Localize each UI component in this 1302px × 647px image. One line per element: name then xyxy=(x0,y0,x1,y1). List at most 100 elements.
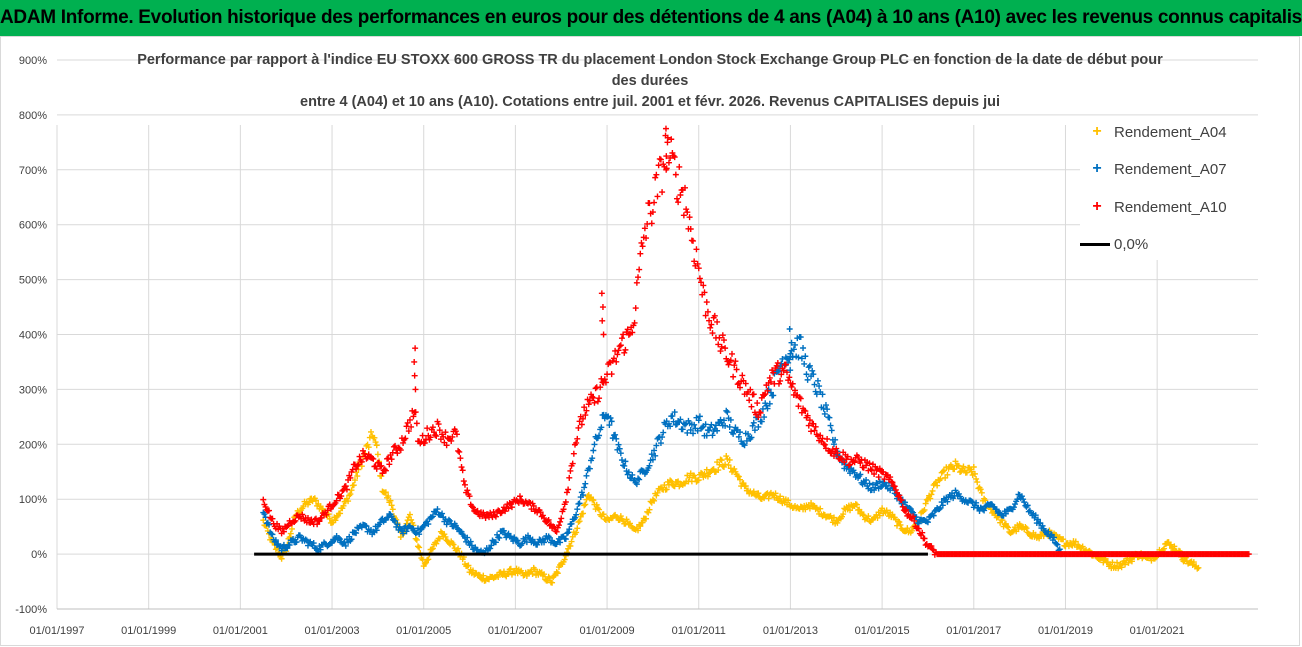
point-rendement-a07 xyxy=(467,538,474,545)
point-rendement-a04 xyxy=(287,530,294,537)
point-rendement-a10 xyxy=(456,448,463,455)
point-rendement-a10 xyxy=(731,362,738,369)
point-rendement-a07 xyxy=(797,334,804,341)
point-rendement-a04 xyxy=(442,533,449,540)
point-rendement-a07 xyxy=(377,519,384,526)
point-rendement-a10 xyxy=(323,511,330,518)
point-rendement-a07 xyxy=(580,492,587,499)
point-rendement-a04 xyxy=(554,570,561,577)
point-rendement-a07 xyxy=(618,457,625,464)
point-rendement-a07 xyxy=(876,478,883,485)
point-rendement-a10 xyxy=(723,355,730,362)
point-rendement-a10 xyxy=(682,184,689,191)
point-rendement-a10 xyxy=(459,467,466,474)
point-rendement-a07 xyxy=(802,353,809,360)
point-rendement-a10 xyxy=(719,332,726,339)
point-rendement-a04 xyxy=(397,534,404,541)
point-rendement-a10 xyxy=(394,450,401,457)
point-rendement-a07 xyxy=(582,480,589,487)
point-rendement-a04 xyxy=(922,500,929,507)
point-rendement-a10 xyxy=(655,162,662,169)
point-rendement-a10 xyxy=(431,429,438,436)
point-rendement-a04 xyxy=(934,482,941,489)
point-rendement-a10 xyxy=(373,465,380,472)
x-tick-label: 01/01/1999 xyxy=(121,625,176,637)
point-rendement-a07 xyxy=(421,522,428,529)
x-tick-label: 01/01/2005 xyxy=(396,625,451,637)
chart-area xyxy=(0,36,1300,646)
point-rendement-a10 xyxy=(911,517,918,524)
point-rendement-a10 xyxy=(390,443,397,450)
point-rendement-a10 xyxy=(553,528,560,535)
x-tick-label: 01/01/2019 xyxy=(1038,625,1093,637)
point-rendement-a04 xyxy=(429,545,436,552)
point-rendement-a04 xyxy=(772,490,779,497)
point-rendement-a07 xyxy=(1018,493,1025,500)
point-rendement-a10 xyxy=(610,355,617,362)
point-rendement-a04 xyxy=(817,505,824,512)
point-rendement-a10 xyxy=(585,401,592,408)
point-rendement-a07 xyxy=(703,432,710,439)
point-rendement-a10 xyxy=(353,465,360,472)
point-rendement-a10 xyxy=(567,467,574,474)
point-rendement-a07 xyxy=(636,476,643,483)
point-rendement-a04 xyxy=(617,513,624,520)
point-rendement-a04 xyxy=(374,451,381,458)
point-rendement-a10 xyxy=(614,351,621,358)
point-rendement-a10 xyxy=(592,385,599,392)
point-rendement-a10 xyxy=(730,373,737,380)
point-rendement-a10 xyxy=(443,442,450,449)
point-rendement-a10 xyxy=(732,358,739,365)
point-rendement-a10 xyxy=(727,357,734,364)
point-rendement-a07 xyxy=(625,469,632,476)
point-rendement-a10 xyxy=(557,518,564,525)
point-rendement-a10 xyxy=(910,513,917,520)
point-rendement-a10 xyxy=(792,387,799,394)
point-rendement-a10 xyxy=(632,305,639,312)
point-rendement-a10 xyxy=(657,156,664,163)
point-rendement-a10 xyxy=(565,486,572,493)
point-rendement-a10 xyxy=(402,435,409,442)
point-rendement-a10 xyxy=(562,498,569,505)
point-rendement-a07 xyxy=(938,499,945,506)
point-rendement-a04 xyxy=(576,518,583,525)
point-rendement-a10 xyxy=(892,486,899,493)
point-rendement-a10 xyxy=(356,453,363,460)
point-rendement-a10 xyxy=(578,421,585,428)
point-rendement-a04 xyxy=(441,531,448,538)
point-rendement-a07 xyxy=(1014,496,1021,503)
point-rendement-a10 xyxy=(902,507,909,514)
point-rendement-a10 xyxy=(482,514,489,521)
point-rendement-a10 xyxy=(651,199,658,206)
point-rendement-a10 xyxy=(537,509,544,516)
point-rendement-a04 xyxy=(382,489,389,496)
point-rendement-a10 xyxy=(895,493,902,500)
point-rendement-a04 xyxy=(928,491,935,498)
point-rendement-a10 xyxy=(867,466,874,473)
point-rendement-a07 xyxy=(790,346,797,353)
point-rendement-a10 xyxy=(722,345,729,352)
point-rendement-a10 xyxy=(424,425,431,432)
point-rendement-a10 xyxy=(435,421,442,428)
point-rendement-a04 xyxy=(944,471,951,478)
point-rendement-a04 xyxy=(272,546,279,553)
point-rendement-a07 xyxy=(669,412,676,419)
point-rendement-a07 xyxy=(806,362,813,369)
point-rendement-a07 xyxy=(936,506,943,513)
point-rendement-a10 xyxy=(464,487,471,494)
point-rendement-a10 xyxy=(717,348,724,355)
point-rendement-a07 xyxy=(694,427,701,434)
point-rendement-a10 xyxy=(850,458,857,465)
point-rendement-a10 xyxy=(469,504,476,511)
point-rendement-a04 xyxy=(942,474,949,481)
point-rendement-a10 xyxy=(338,493,345,500)
plus-marker-icon: + xyxy=(1092,123,1102,140)
point-rendement-a10 xyxy=(648,220,655,227)
point-rendement-a10 xyxy=(324,507,331,514)
chart-title: Performance par rapport à l'indice EU ST… xyxy=(120,50,1180,113)
x-tick-label: 01/01/2013 xyxy=(763,625,818,637)
point-rendement-a04 xyxy=(372,439,379,446)
point-rendement-a10 xyxy=(432,432,439,439)
legend-label-a07: Rendement_A07 xyxy=(1114,160,1227,178)
point-rendement-a10 xyxy=(342,483,349,490)
